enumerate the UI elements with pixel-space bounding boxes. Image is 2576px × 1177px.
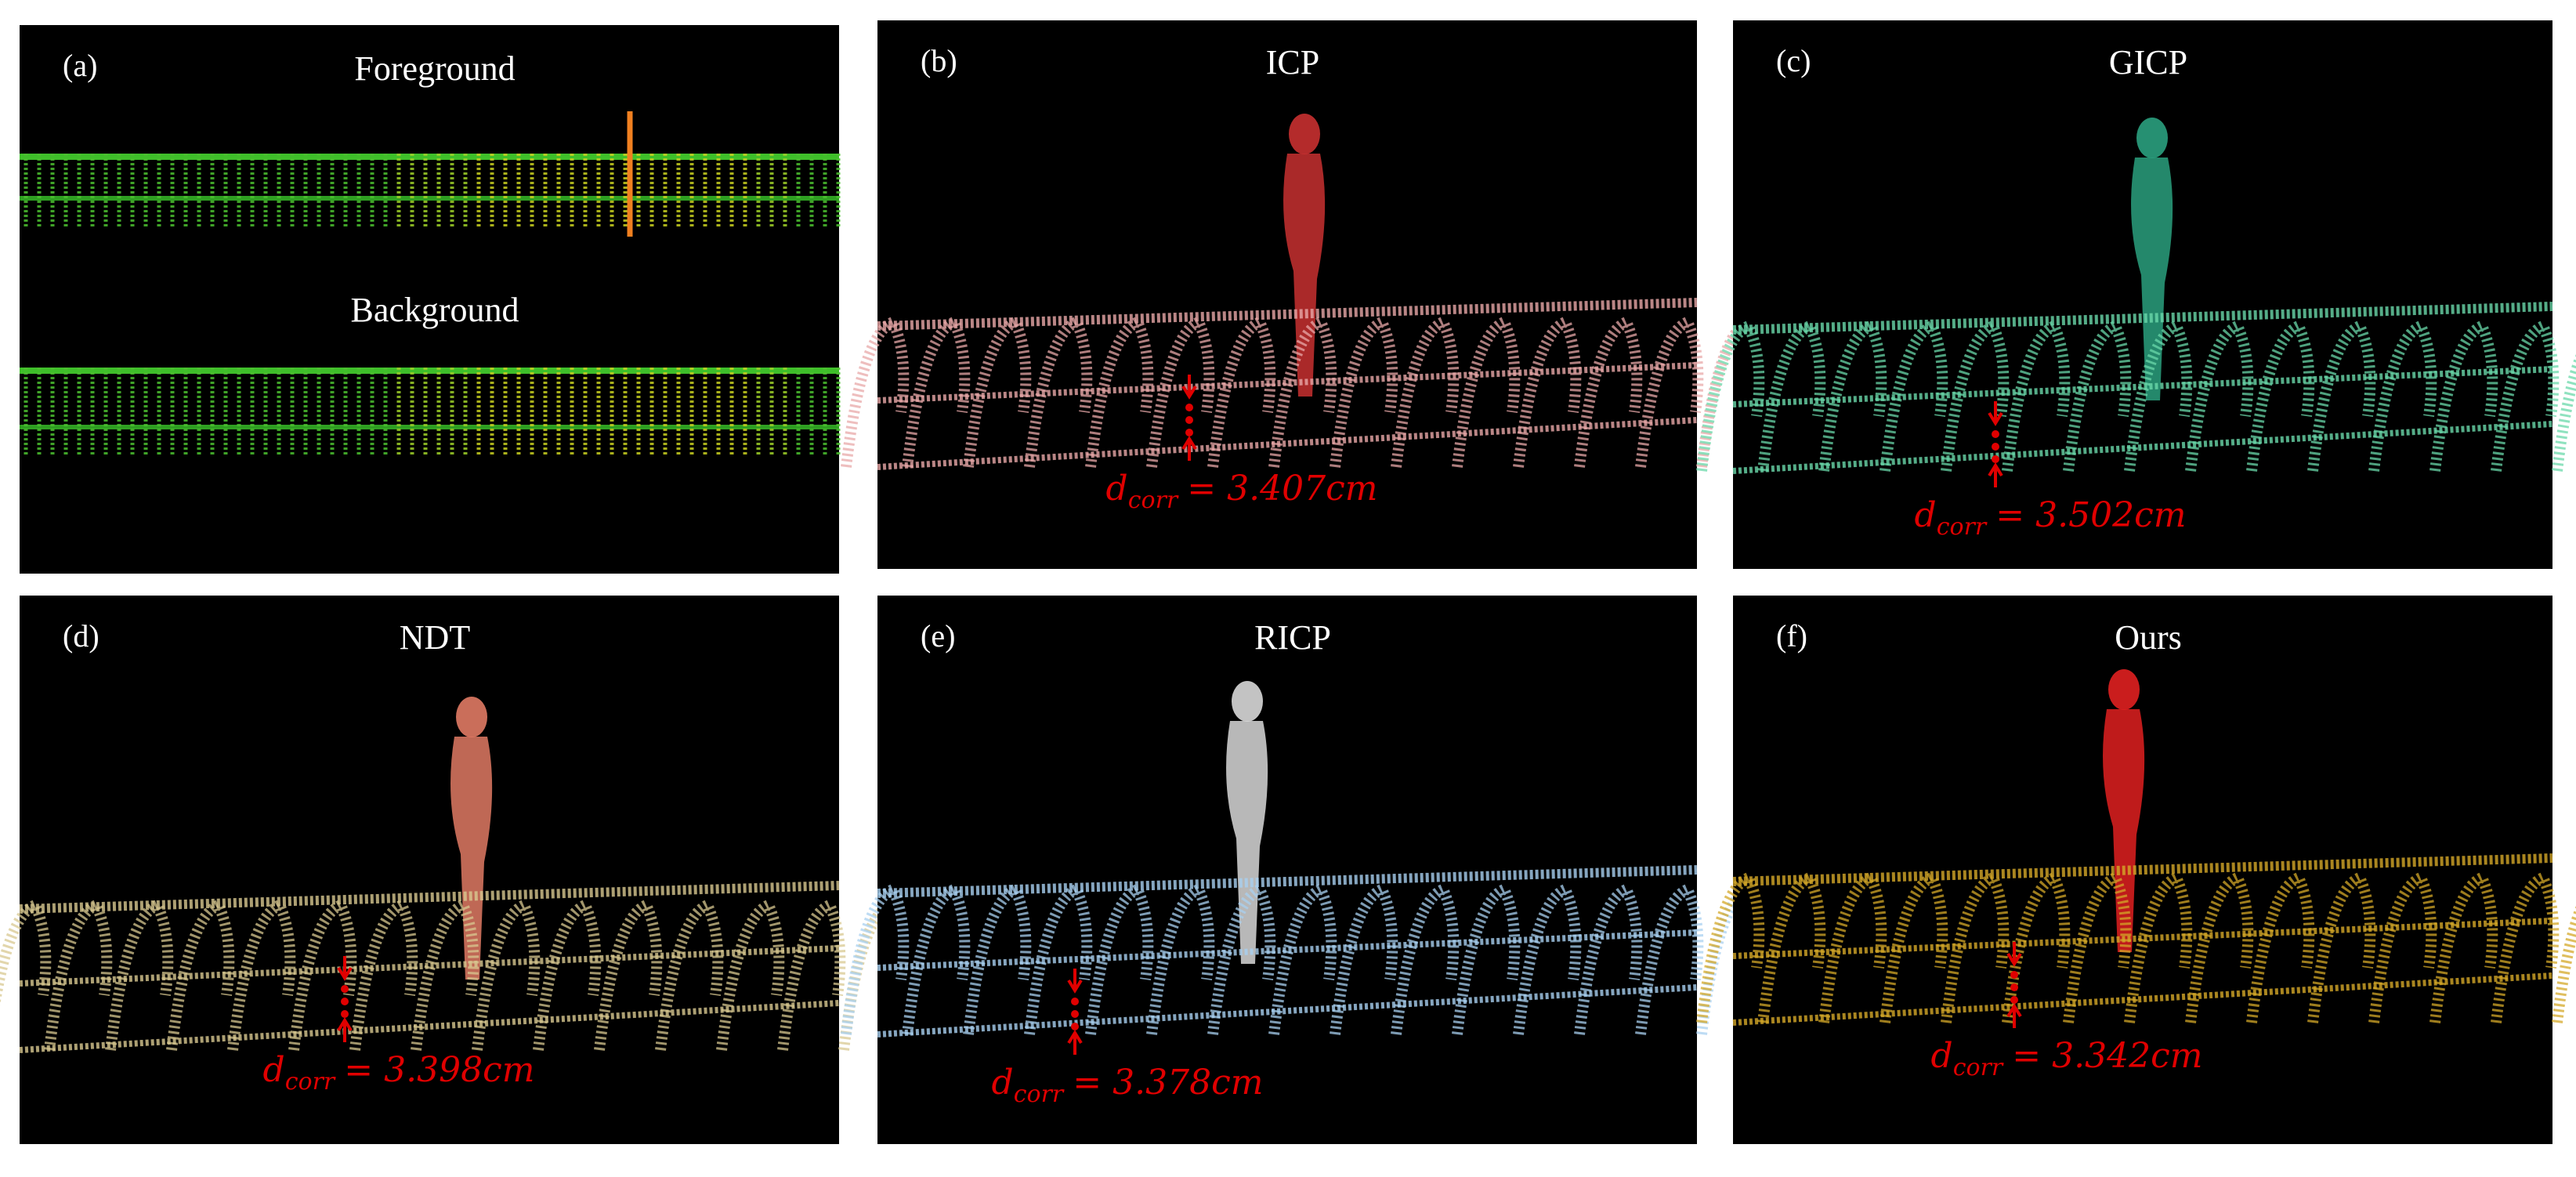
person-head <box>456 697 487 737</box>
panel: (a) Foreground Background <box>20 25 841 574</box>
measure-value: = 3.502cm <box>1995 495 2186 535</box>
panel-title: NDT <box>400 618 471 657</box>
measure-value: = 3.398cm <box>344 1050 534 1090</box>
dot <box>1992 443 1999 451</box>
measure-subscript: corr <box>1128 487 1179 514</box>
dot <box>1071 998 1079 1005</box>
measure-symbol: d <box>1915 495 1937 535</box>
arrow-up <box>2006 1003 2022 1028</box>
arrow-down <box>1067 969 1083 994</box>
panel-image <box>20 25 839 574</box>
measure-symbol: d <box>992 1063 1014 1103</box>
panel-label: (a) <box>63 48 97 83</box>
dot <box>341 1010 349 1018</box>
person-body <box>2131 158 2173 400</box>
measure-value: = 3.378cm <box>1073 1063 1263 1103</box>
arrow-up <box>1181 436 1197 461</box>
person-head <box>2136 118 2168 158</box>
measure-subscript: corr <box>1953 1054 2004 1081</box>
panel-title: RICP <box>1254 618 1331 657</box>
rail <box>20 368 839 374</box>
person-head <box>1289 114 1320 154</box>
dot <box>2010 971 2018 979</box>
measure-symbol: d <box>1106 469 1128 509</box>
panel-image <box>877 20 1697 569</box>
panel-image <box>20 596 839 1144</box>
dot <box>1992 430 1999 438</box>
panel-label: (f) <box>1776 618 1807 654</box>
measure: dcorr = 3.378cm <box>992 1063 1264 1108</box>
arrow-down <box>1988 401 2003 426</box>
rail <box>20 154 839 160</box>
person-body <box>450 737 493 980</box>
panel-title: Ours <box>2115 618 2182 657</box>
measure-subscript: corr <box>285 1068 336 1096</box>
panel-label: (d) <box>63 618 99 654</box>
panel: (e) RICP dcorr = 3.378cm <box>841 596 1765 1144</box>
measure: dcorr = 3.407cm <box>1106 469 1378 514</box>
panel: (c) GICP dcorr = 3.502cm <box>1696 20 2576 569</box>
dot <box>2010 996 2018 1004</box>
rail <box>20 196 839 201</box>
panel-label: (b) <box>921 43 957 78</box>
dot <box>341 998 349 1005</box>
measure-value: = 3.407cm <box>1187 469 1377 509</box>
dot <box>1185 429 1193 436</box>
panel-title: ICP <box>1266 43 1319 81</box>
measure-symbol: d <box>263 1050 285 1090</box>
dot <box>1071 1023 1079 1030</box>
panel-title: Foreground <box>354 49 515 88</box>
panel-image <box>1733 596 2552 1144</box>
measure-value: = 3.342cm <box>2012 1036 2202 1076</box>
dot <box>2010 983 2018 991</box>
panel-image <box>877 596 1697 1144</box>
panel-label: (c) <box>1776 43 1811 78</box>
dot <box>1185 404 1193 411</box>
panel-title: Background <box>350 291 519 329</box>
arrow-up <box>1067 1030 1083 1055</box>
panel: (b) ICP dcorr = 3.407cm <box>841 20 1765 569</box>
arrow-up <box>337 1017 353 1042</box>
dot <box>1071 1010 1079 1018</box>
measure: dcorr = 3.398cm <box>263 1050 535 1096</box>
arrow-down <box>1181 375 1197 400</box>
dot <box>1185 416 1193 424</box>
panel-label: (e) <box>921 618 955 654</box>
measure: dcorr = 3.342cm <box>1931 1036 2203 1081</box>
panel-title: GICP <box>2109 43 2187 81</box>
dot <box>1992 455 1999 463</box>
dot <box>341 985 349 993</box>
panel: (f) Ours dcorr = 3.342cm <box>1696 596 2576 1144</box>
measure-symbol: d <box>1931 1036 1953 1076</box>
panel: (d) NDT dcorr = 3.398cm <box>0 596 907 1144</box>
arrow-down <box>337 956 353 981</box>
person-body <box>1283 154 1326 397</box>
measure-subscript: corr <box>1937 513 1988 541</box>
person-body <box>2103 709 2145 952</box>
person-head <box>2108 669 2140 710</box>
rail <box>20 425 839 429</box>
person-head <box>1232 681 1263 722</box>
measure: dcorr = 3.502cm <box>1915 495 2187 541</box>
person-body <box>1226 721 1268 964</box>
arrow-down <box>2006 942 2022 967</box>
arrow-up <box>1988 462 2003 487</box>
measure-subscript: corr <box>1014 1081 1065 1108</box>
